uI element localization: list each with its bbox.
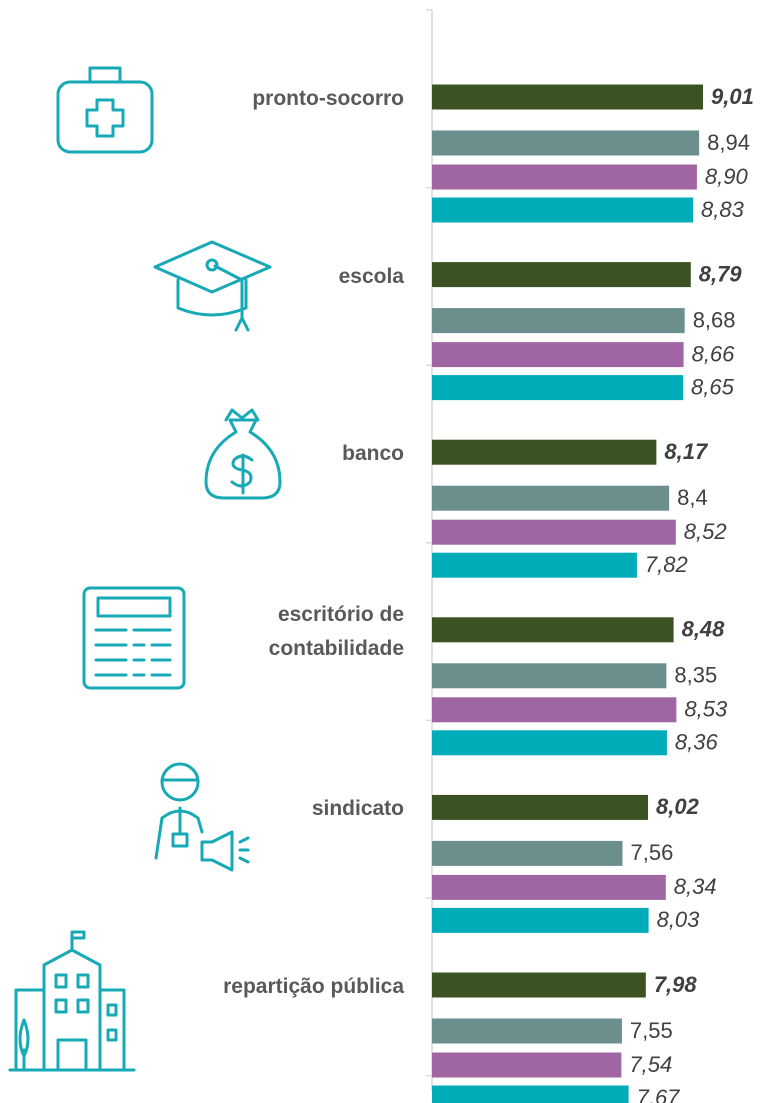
bar: [432, 874, 666, 900]
person-icon: [154, 762, 250, 872]
category-label: sindicato: [311, 797, 404, 821]
value-label: 8,94: [707, 130, 750, 155]
value-label: 8,4: [677, 485, 708, 510]
value-label: 8,66: [692, 341, 736, 366]
value-label: 8,90: [705, 164, 749, 189]
category-label: banco: [342, 442, 404, 466]
bar: [432, 840, 623, 866]
value-label: 8,79: [699, 261, 743, 286]
bar: [432, 552, 637, 578]
bar: [432, 697, 677, 723]
value-label: 7,67: [637, 1085, 681, 1103]
category-label: pronto-socorro: [252, 87, 404, 110]
value-label: 8,83: [701, 197, 745, 222]
bar: [432, 617, 674, 643]
building-icon: [8, 930, 136, 1072]
bar: [432, 164, 697, 190]
icons: [8, 66, 282, 1072]
value-label: 8,65: [691, 374, 735, 399]
bar: [432, 439, 657, 465]
value-label: 7,54: [629, 1052, 672, 1077]
category-label: escritório de contabilidade: [268, 602, 404, 660]
value-label: 8,48: [682, 617, 726, 642]
medkit-icon: [56, 66, 154, 154]
value-label: 8,35: [674, 663, 717, 688]
value-label: 7,82: [645, 552, 688, 577]
bar: [432, 972, 646, 998]
value-label: 9,01: [711, 84, 754, 109]
bar: [432, 663, 667, 689]
value-label: 7,56: [630, 840, 673, 865]
bar: [432, 375, 684, 401]
value-label: 8,53: [684, 697, 728, 722]
bar: [432, 519, 676, 545]
value-label: 8,17: [664, 439, 709, 464]
value-label: 8,36: [675, 730, 719, 755]
bar: [432, 794, 649, 820]
bar: [432, 84, 704, 110]
value-label: 7,98: [654, 972, 698, 997]
value-label: 7,55: [630, 1018, 673, 1043]
bar: [432, 262, 691, 288]
category-label: escola: [338, 264, 404, 288]
category-label: repartição pública: [223, 975, 404, 998]
calculator-icon: [82, 586, 186, 690]
bar: [432, 130, 700, 156]
money-bag-icon: [204, 408, 282, 500]
bar: [432, 342, 684, 368]
bar: [432, 907, 649, 933]
bar: [432, 485, 670, 511]
bar: [432, 1052, 622, 1078]
bar: [432, 308, 685, 334]
value-label: 8,02: [656, 794, 700, 819]
value-label: 8,03: [657, 907, 701, 932]
bar: [432, 730, 667, 756]
cap-icon: [153, 240, 272, 332]
bar: [432, 1085, 629, 1103]
value-label: 8,34: [674, 874, 717, 899]
bar: [432, 1018, 622, 1044]
value-label: 8,52: [684, 519, 727, 544]
bar: [432, 197, 694, 223]
value-label: 8,68: [693, 307, 736, 332]
